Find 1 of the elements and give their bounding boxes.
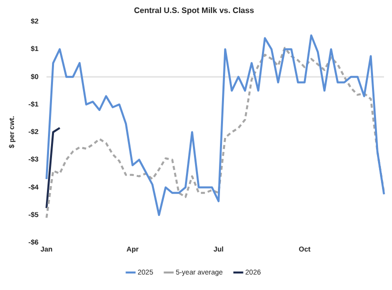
chart-title: Central U.S. Spot Milk vs. Class <box>134 6 255 16</box>
